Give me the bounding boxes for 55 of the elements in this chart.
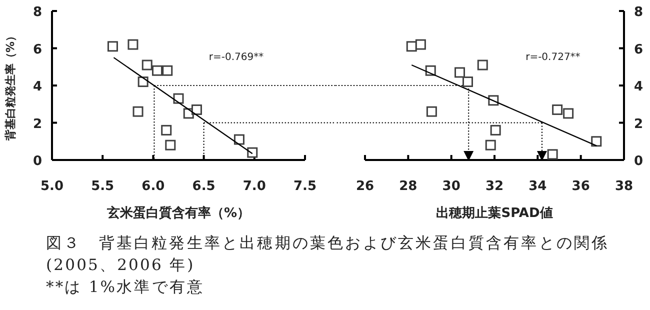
y-tick-label: 4 (32, 80, 42, 94)
x-tick-label: 7.5 (293, 179, 317, 194)
point (485, 140, 496, 150)
point (173, 93, 184, 104)
point (161, 124, 172, 136)
y-tick-label: 6 (32, 42, 42, 58)
point (454, 67, 465, 78)
point (142, 60, 152, 70)
x-tick-label: 6.5 (192, 179, 216, 194)
x-tick-label: 34 (528, 179, 547, 194)
point (107, 41, 118, 52)
x-tick-label: 36 (572, 179, 590, 194)
y2-tick-label: 2 (634, 116, 644, 132)
y2-tick-label: 0 (634, 154, 644, 169)
x-tick-label: 6.0 (142, 179, 165, 194)
x-tick-label: 7.0 (242, 179, 266, 194)
point (547, 149, 558, 160)
point (462, 76, 473, 88)
point (406, 41, 417, 52)
text: **は 1%水準で有意 (46, 277, 206, 298)
x-tick-label: 28 (399, 179, 418, 194)
point (128, 39, 138, 50)
x-tick-label: 26 (356, 179, 374, 194)
x-tick-label: 5.0 (40, 179, 64, 194)
caption: 図３ 背基白粒発生率と出穂期の葉色および玄米蛋白質含有率との関係(2005、2006 年) (46, 233, 610, 276)
point (490, 124, 501, 136)
point (552, 104, 563, 115)
y-tick-label: 8 (32, 5, 42, 20)
point (477, 60, 488, 70)
point (138, 76, 148, 88)
y-tick-label: 2 (32, 116, 42, 132)
x-axis-title: 出穂期止葉SPAD値 (436, 205, 553, 221)
y2-tick-label: 4 (634, 80, 644, 94)
point (162, 65, 173, 76)
point (165, 140, 176, 150)
point (191, 104, 202, 115)
point (152, 65, 162, 76)
point (247, 147, 258, 158)
x-tick-label: 38 (614, 179, 634, 194)
x-tick-label: 32 (485, 179, 504, 194)
x-tick-label: 5.5 (91, 179, 114, 194)
y-axis-title: 背基白粒発生率（%） (4, 30, 17, 142)
point (132, 106, 144, 117)
point (234, 134, 244, 145)
y-tick-label: 0 (32, 154, 42, 169)
x-tick-label: 30 (442, 179, 460, 194)
point (415, 39, 426, 50)
point (591, 136, 602, 147)
x-axis-title: 玄米蛋白質含有率（%） (106, 205, 250, 221)
y2-tick-label: 6 (634, 42, 644, 58)
annotation: r=-0.727** (526, 52, 580, 64)
point (563, 108, 574, 119)
annotation: r=-0.769** (208, 52, 264, 64)
y2-tick-label: 8 (634, 5, 644, 20)
point (426, 106, 437, 117)
